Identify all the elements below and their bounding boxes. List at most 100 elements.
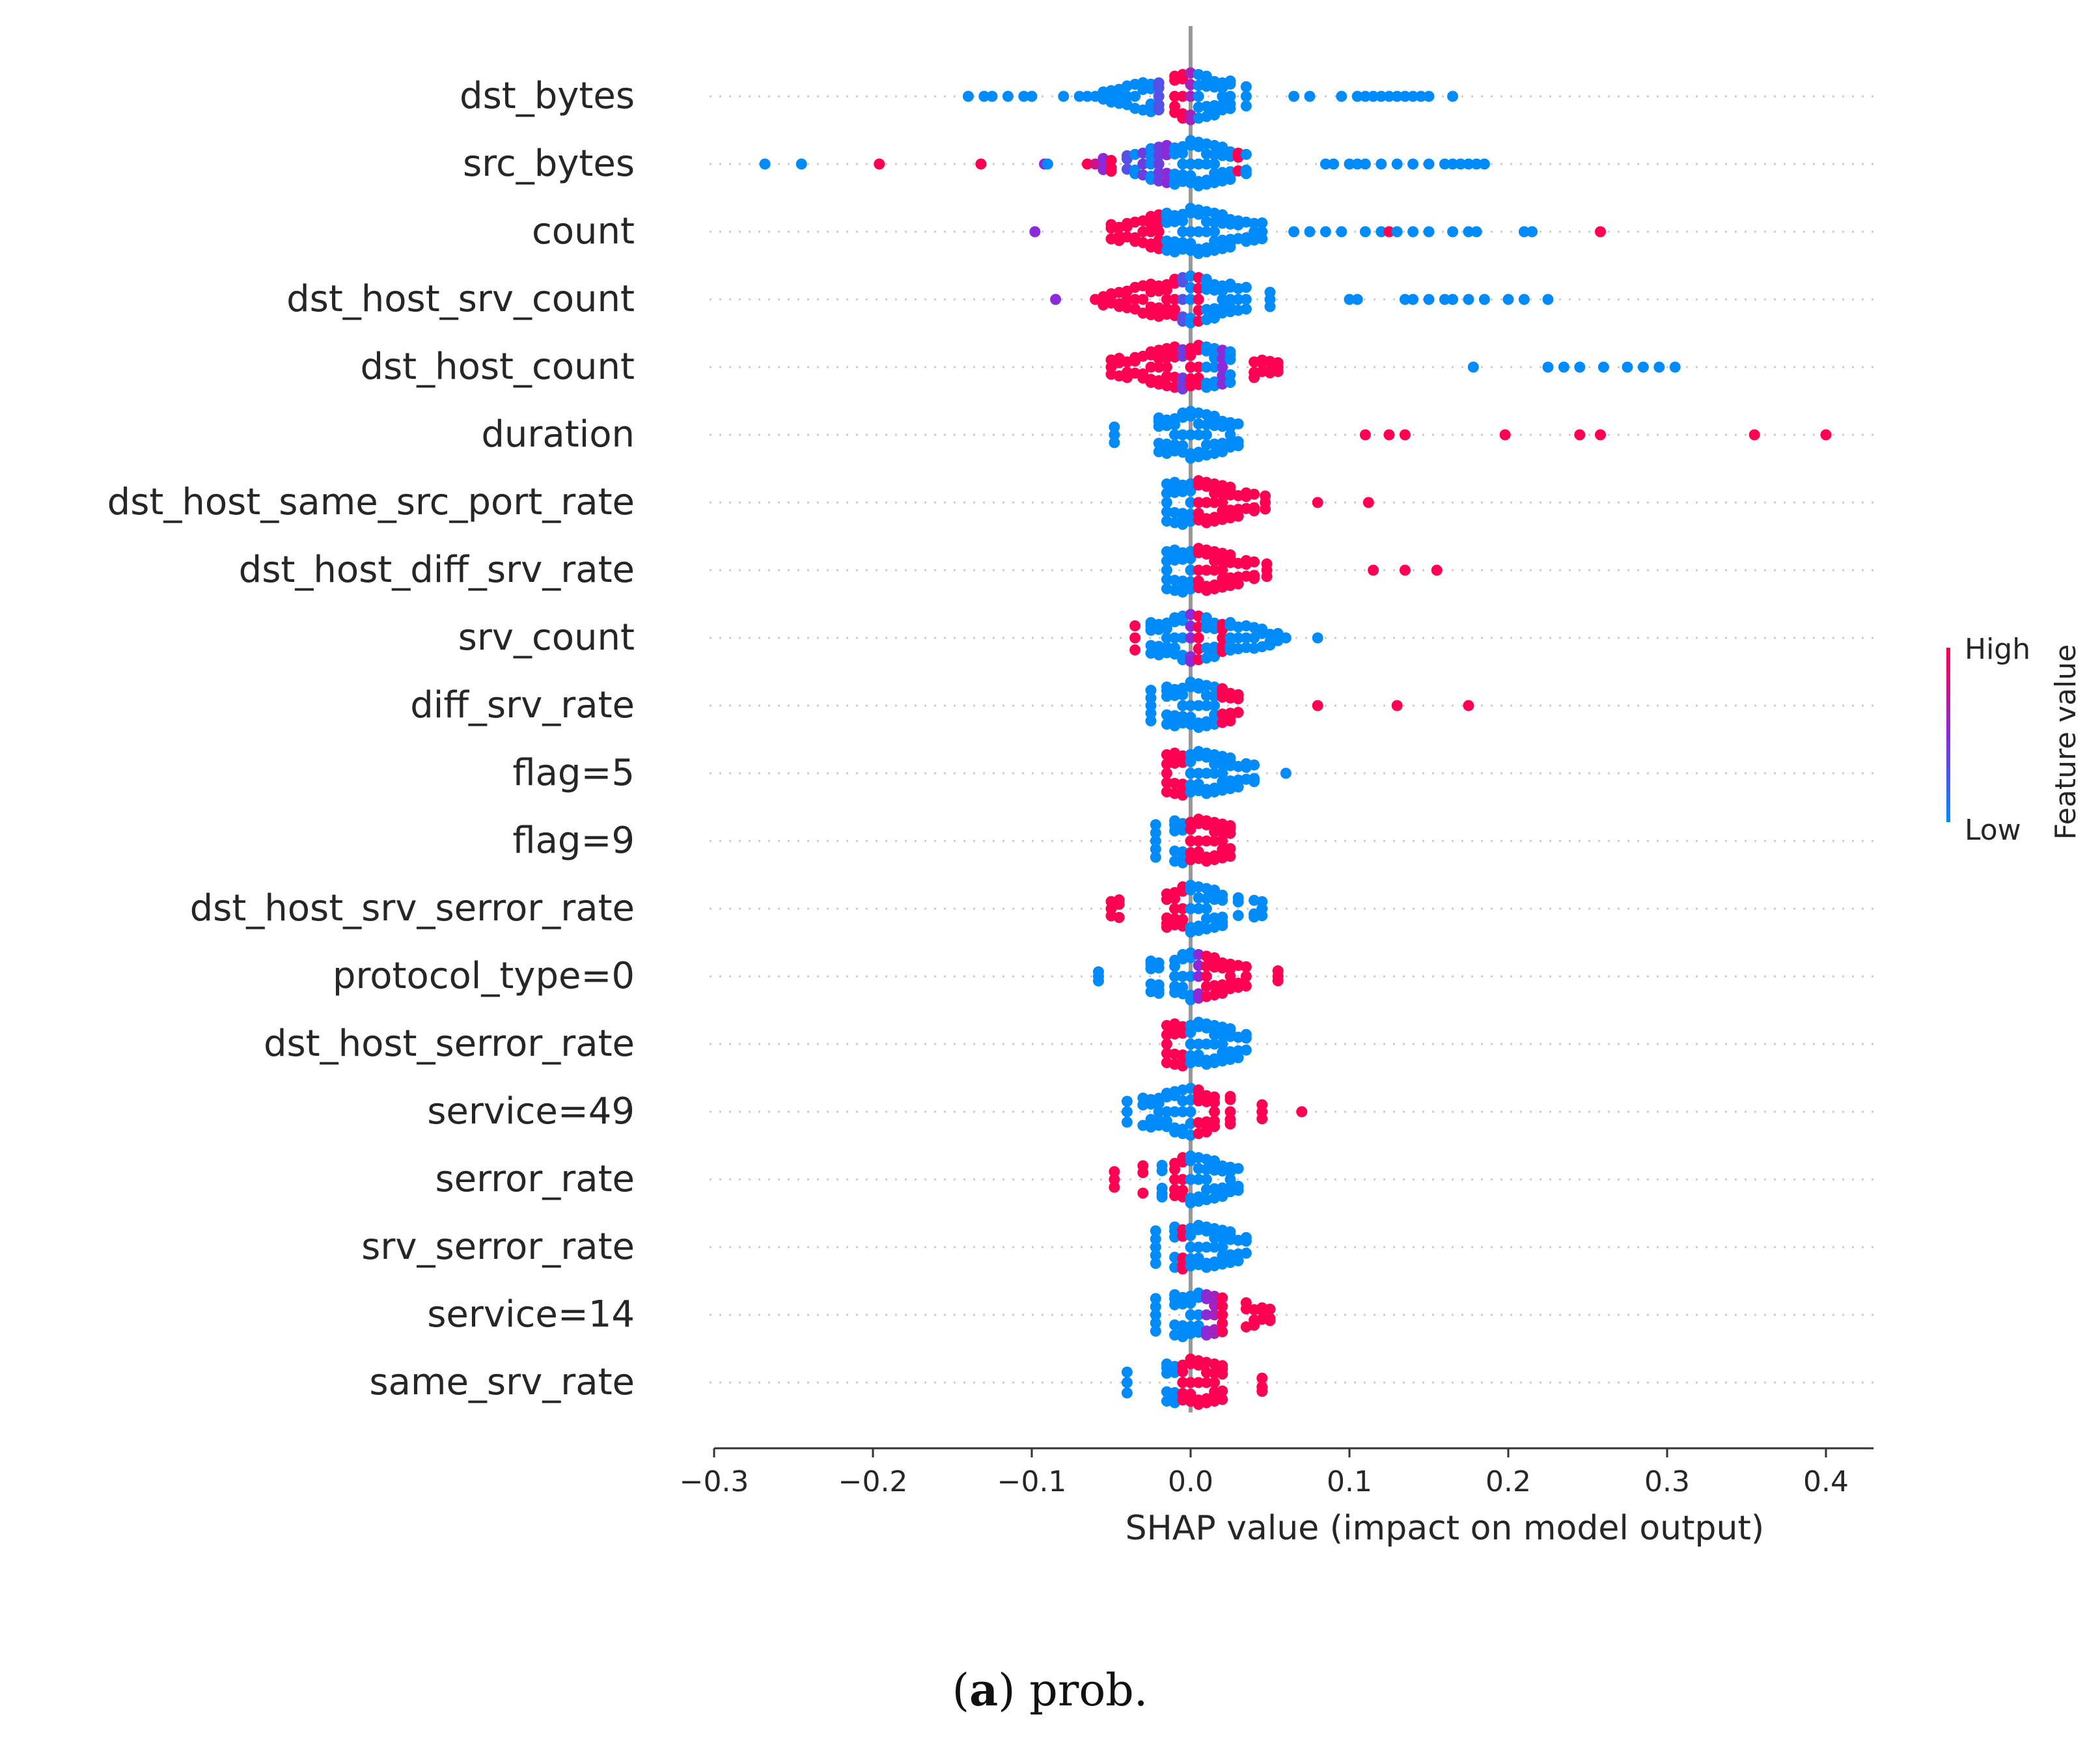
shap-point xyxy=(1217,1309,1228,1321)
shap-point xyxy=(1145,361,1157,373)
shap-point xyxy=(1185,903,1196,915)
shap-point xyxy=(1478,294,1490,305)
shap-point xyxy=(1478,158,1490,170)
shap-point xyxy=(1193,1241,1204,1253)
caption-text: ) prob. xyxy=(998,1665,1148,1716)
shap-point xyxy=(1169,903,1181,915)
shap-point xyxy=(1161,497,1172,508)
shap-point xyxy=(1217,1326,1228,1338)
shap-point xyxy=(1264,301,1276,312)
feature-label: serror_rate xyxy=(435,1158,635,1200)
shap-point xyxy=(1121,1366,1133,1378)
shap-point xyxy=(1288,90,1300,102)
shap-point xyxy=(1415,90,1427,102)
shap-point xyxy=(1359,90,1371,102)
feature-label: srv_count xyxy=(458,616,635,659)
shap-point xyxy=(1209,700,1221,711)
shap-point xyxy=(1224,1174,1236,1185)
feature-label: dst_host_same_src_port_rate xyxy=(107,481,635,523)
shap-point xyxy=(1217,1292,1228,1304)
shap-point xyxy=(1351,90,1363,102)
feature-label: dst_host_srv_serror_rate xyxy=(190,887,635,930)
shap-point xyxy=(1145,700,1157,711)
shap-point xyxy=(1109,429,1120,441)
shap-point xyxy=(1240,81,1252,92)
shap-point xyxy=(1193,429,1204,441)
feature-label: flag=9 xyxy=(512,819,635,862)
shap-point xyxy=(1224,552,1236,564)
shap-point xyxy=(1471,158,1482,170)
shap-point xyxy=(1150,1293,1161,1304)
shap-point xyxy=(1153,1106,1165,1118)
shap-point xyxy=(1200,700,1212,711)
shap-point xyxy=(1328,158,1340,170)
shap-point xyxy=(1368,564,1379,576)
shap-point xyxy=(1193,632,1204,644)
shap-point xyxy=(1463,700,1474,711)
shap-point xyxy=(1200,1309,1212,1321)
shap-point xyxy=(1217,632,1228,644)
shap-point xyxy=(1209,564,1221,576)
shap-point xyxy=(1129,620,1141,631)
shap-point xyxy=(1145,685,1157,696)
shap-point xyxy=(1224,76,1236,87)
shap-point xyxy=(1312,700,1323,711)
shap-point xyxy=(1224,171,1236,182)
shap-point xyxy=(1280,767,1292,779)
shap-point xyxy=(1256,226,1268,238)
shap-point xyxy=(1177,1377,1189,1388)
shap-point xyxy=(1050,294,1062,305)
shap-point xyxy=(1261,564,1273,576)
shap-point xyxy=(1177,971,1189,982)
shap-point xyxy=(1129,90,1141,102)
shap-point xyxy=(1249,573,1260,585)
shap-point xyxy=(1200,429,1212,441)
shap-point xyxy=(1240,980,1252,992)
shap-point xyxy=(1217,916,1228,928)
shap-point xyxy=(1193,835,1204,847)
shap-point xyxy=(1018,90,1030,102)
shap-point xyxy=(1150,827,1161,838)
shap-point xyxy=(1185,564,1196,576)
shap-point xyxy=(1359,158,1371,170)
shap-point xyxy=(1217,361,1228,373)
shap-point xyxy=(1224,632,1236,644)
shap-point xyxy=(1081,158,1093,170)
shap-point xyxy=(1224,755,1236,767)
shap-point xyxy=(1150,1301,1161,1312)
shap-point xyxy=(1193,903,1204,915)
shap-point xyxy=(1161,632,1172,644)
shap-point xyxy=(1391,158,1403,170)
shap-point xyxy=(1256,1381,1268,1393)
shap-point xyxy=(1249,488,1260,500)
shap-point xyxy=(1113,90,1125,102)
shap-point xyxy=(1407,294,1419,305)
shap-point xyxy=(1092,966,1104,978)
shap-point xyxy=(1820,429,1832,441)
figure-caption: (a) prob. xyxy=(952,1664,1148,1716)
shap-point xyxy=(1256,1106,1268,1118)
shap-point xyxy=(1217,1363,1228,1375)
shap-point xyxy=(1145,715,1157,726)
shap-point xyxy=(1391,226,1403,238)
shap-point xyxy=(1407,158,1419,170)
shap-point xyxy=(1467,361,1479,373)
shap-point xyxy=(1232,294,1244,305)
shap-point xyxy=(1249,556,1260,568)
shap-point xyxy=(1129,294,1141,305)
shap-point xyxy=(1042,158,1053,170)
shap-point xyxy=(1150,1233,1161,1245)
shap-point xyxy=(1240,642,1252,654)
shap-point xyxy=(1209,767,1221,779)
shap-point xyxy=(1150,1225,1161,1237)
feature-label: flag=5 xyxy=(512,752,635,794)
x-tick-label: −0.2 xyxy=(838,1465,908,1498)
shap-point xyxy=(1574,429,1586,441)
shap-point xyxy=(1463,226,1474,238)
shap-point xyxy=(1185,1106,1196,1118)
shap-point xyxy=(1232,892,1244,903)
shap-point xyxy=(1224,103,1236,115)
x-tick-label: −0.3 xyxy=(680,1465,749,1498)
shap-point xyxy=(1383,226,1395,238)
shap-point xyxy=(1217,294,1228,305)
